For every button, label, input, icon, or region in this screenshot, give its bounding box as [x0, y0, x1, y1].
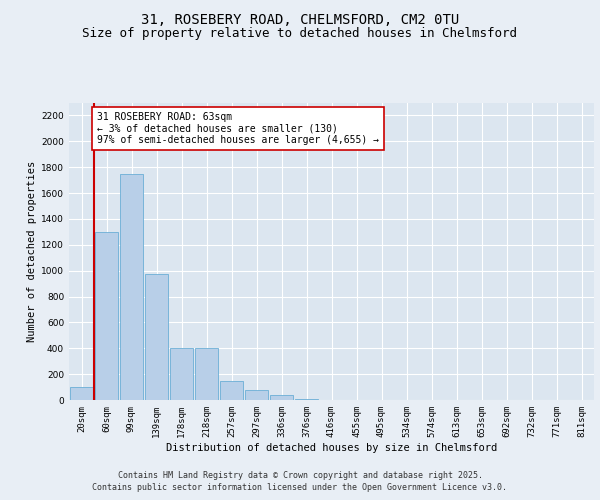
Bar — [195, 348, 218, 400]
Text: 31, ROSEBERY ROAD, CHELMSFORD, CM2 0TU: 31, ROSEBERY ROAD, CHELMSFORD, CM2 0TU — [141, 13, 459, 27]
X-axis label: Distribution of detached houses by size in Chelmsford: Distribution of detached houses by size … — [166, 442, 497, 452]
Bar — [170, 348, 193, 400]
Bar — [295, 398, 318, 400]
Bar — [95, 232, 118, 400]
Y-axis label: Number of detached properties: Number of detached properties — [27, 160, 37, 342]
Text: Contains HM Land Registry data © Crown copyright and database right 2025.: Contains HM Land Registry data © Crown c… — [118, 472, 482, 480]
Text: 31 ROSEBERY ROAD: 63sqm
← 3% of detached houses are smaller (130)
97% of semi-de: 31 ROSEBERY ROAD: 63sqm ← 3% of detached… — [97, 112, 379, 145]
Text: Contains public sector information licensed under the Open Government Licence v3: Contains public sector information licen… — [92, 483, 508, 492]
Bar — [220, 380, 243, 400]
Bar — [270, 395, 293, 400]
Bar — [245, 390, 268, 400]
Bar — [145, 274, 168, 400]
Text: Size of property relative to detached houses in Chelmsford: Size of property relative to detached ho… — [83, 28, 517, 40]
Bar — [70, 387, 93, 400]
Bar — [120, 174, 143, 400]
